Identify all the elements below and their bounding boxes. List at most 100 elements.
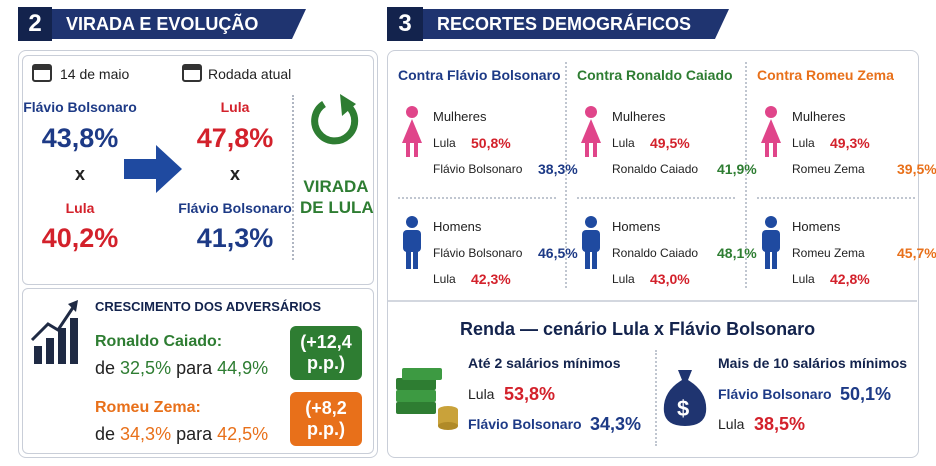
icon-head	[765, 216, 777, 228]
candidate: Ronaldo Caiado	[612, 246, 699, 260]
icon-head	[585, 216, 597, 228]
divider	[292, 95, 294, 260]
money-icon	[396, 368, 458, 430]
versus: x	[229, 164, 240, 184]
to: 44,9%	[217, 358, 269, 378]
percentage: 49,3%	[830, 135, 870, 151]
bill	[396, 378, 436, 390]
candidate: Ronaldo Caiado	[612, 162, 699, 176]
section-number: 2	[18, 7, 52, 41]
candidate: Lula	[612, 272, 635, 286]
icon-head	[406, 216, 418, 228]
candidate: Flávio Bolsonaro	[433, 246, 523, 260]
from: 34,3%	[120, 424, 172, 444]
icon-dress	[581, 119, 601, 143]
money-bag-icon	[663, 370, 707, 426]
candidate: Lula	[468, 386, 495, 402]
growth-line: de 34,3% para 42,5%	[95, 425, 268, 443]
competitor-name: Ronaldo Caiado:	[95, 333, 223, 350]
delta-badge: (+12,4 p.p.)	[290, 326, 362, 380]
percentage: 49,5%	[650, 135, 690, 151]
percentage: 38,5%	[754, 414, 806, 434]
percentage: 45,7%	[897, 245, 936, 261]
percentage: 48,1%	[717, 245, 757, 261]
icon-body	[582, 230, 600, 252]
date: Rodada atual	[208, 66, 292, 82]
bill	[396, 390, 436, 402]
icon-bar	[70, 318, 78, 364]
group-label: Homens	[612, 219, 661, 234]
icon-leg	[406, 143, 410, 157]
icon-leg	[765, 251, 770, 269]
percentage: 46,5%	[538, 245, 578, 261]
to-word: para	[176, 358, 213, 378]
icon-bar	[58, 328, 66, 364]
candidate: Lula	[792, 136, 815, 150]
bill	[402, 368, 442, 380]
income-title: Renda — cenário Lula x Flávio Bolsonaro	[460, 319, 816, 339]
divider	[655, 350, 657, 446]
calendar-top	[183, 65, 201, 70]
icon-leg	[414, 143, 418, 157]
icon-dress	[402, 119, 422, 143]
divider	[745, 62, 747, 288]
icon-head	[585, 106, 597, 118]
percentage: 40,2%	[41, 223, 119, 253]
to-word: para	[176, 424, 213, 444]
icon-leg	[773, 143, 777, 157]
income-label: Mais de 10 salários mínimos	[718, 355, 908, 371]
candidate: Lula	[65, 200, 95, 216]
circular-arrow	[311, 101, 359, 145]
icon-leg	[406, 251, 411, 269]
date: 14 de maio	[60, 66, 130, 82]
candidate: Lula	[433, 272, 456, 286]
man-icon	[762, 216, 780, 269]
turnaround-box	[22, 55, 374, 285]
to: 42,5%	[217, 424, 269, 444]
man-icon	[403, 216, 421, 269]
delta-line: (+12,4	[300, 332, 352, 352]
badge-line: DE LULA	[300, 198, 374, 217]
candidate: Flávio Bolsonaro	[23, 99, 137, 115]
woman-icon	[402, 106, 422, 157]
bag	[663, 370, 707, 426]
section-title: VIRADA E EVOLUÇÃO	[52, 9, 306, 39]
percentage: 50,1%	[840, 384, 892, 404]
candidate: Lula	[792, 272, 815, 286]
coin	[438, 422, 458, 430]
group-label: Homens	[433, 219, 482, 234]
percentage: 42,3%	[471, 271, 511, 287]
right-panel	[387, 50, 919, 458]
percentage: 53,8%	[504, 384, 556, 404]
candidate: Lula	[612, 136, 635, 150]
income-label: Até 2 salários mínimos	[468, 355, 621, 371]
icon-leg	[585, 251, 590, 269]
percentage: 41,9%	[717, 161, 757, 177]
column-title: Contra Ronaldo Caiado	[577, 67, 733, 83]
arrow-head	[340, 94, 356, 116]
percentage: 43,0%	[650, 271, 690, 287]
group-label: Homens	[792, 219, 841, 234]
column-title: Contra Romeu Zema	[757, 67, 894, 83]
divider	[388, 300, 917, 302]
candidate: Flávio Bolsonaro	[178, 200, 292, 216]
icon-trend	[30, 305, 76, 342]
group-label: Mulheres	[433, 109, 487, 124]
candidate: Lula	[433, 136, 456, 150]
from-word: de	[95, 424, 116, 444]
calendar-icon	[182, 64, 202, 82]
versus: x	[74, 164, 85, 184]
divider	[757, 197, 915, 199]
from-word: de	[95, 358, 116, 378]
bag-symbol: $	[677, 396, 690, 421]
icon-dress	[761, 119, 781, 143]
candidate: Flávio Bolsonaro	[468, 416, 582, 432]
delta-line: p.p.)	[307, 418, 345, 439]
candidate: Romeu Zema	[792, 246, 865, 260]
candidate: Romeu Zema	[792, 162, 865, 176]
icon-leg	[593, 143, 597, 157]
candidate: Flávio Bolsonaro	[433, 162, 523, 176]
percentage: 34,3%	[590, 414, 642, 434]
icon-head	[765, 106, 777, 118]
